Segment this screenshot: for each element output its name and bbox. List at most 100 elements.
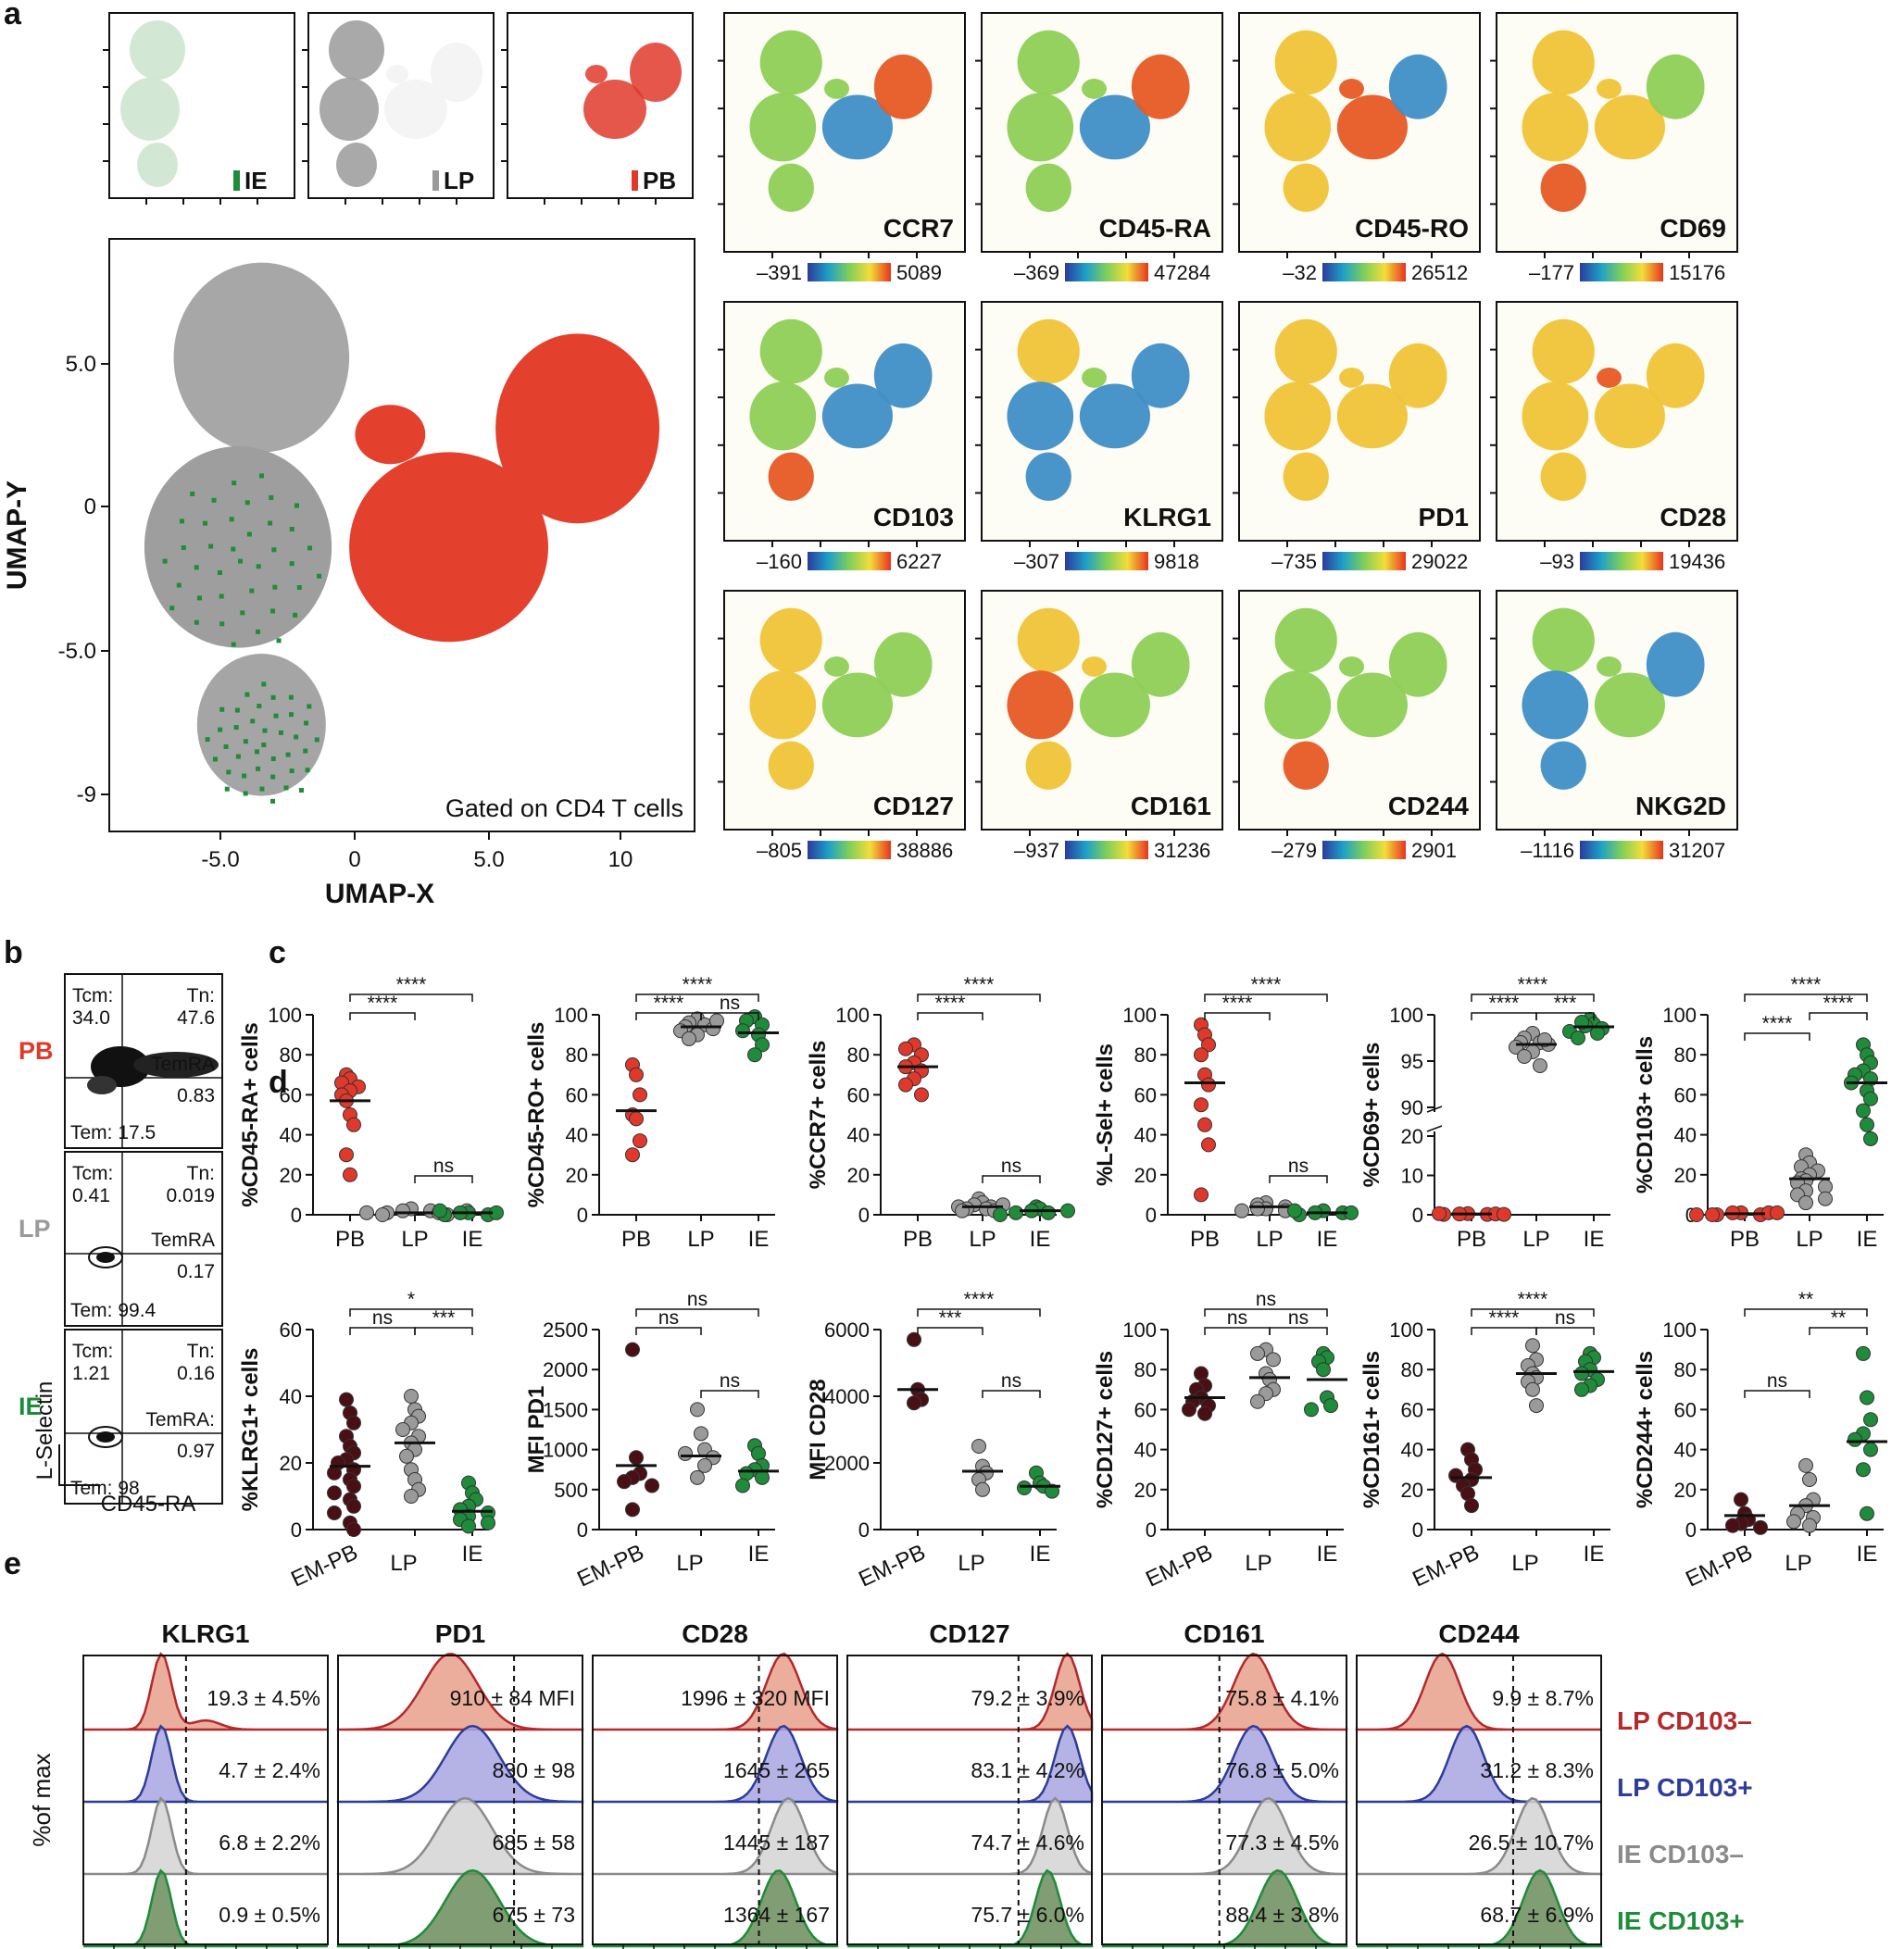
histogram-value: 19.3 ± 4.5%	[207, 1686, 320, 1710]
x-tick-label: PB	[1457, 1227, 1486, 1252]
data-point	[375, 1207, 390, 1222]
legend-entry: LP CD103–	[1617, 1706, 1752, 1735]
ie-cell-dot	[258, 473, 264, 479]
ie-cell-dot	[304, 720, 309, 726]
x-tick-label: LP	[401, 1227, 428, 1252]
y-axis-label: %CD127+ cells	[1093, 1351, 1118, 1508]
data-point	[1041, 1205, 1056, 1220]
ie-cell-dot	[238, 558, 244, 564]
y-tick-label: 4000	[824, 1385, 870, 1408]
ie-cell-dot	[270, 756, 276, 762]
x-tick-label: LP	[1511, 1551, 1538, 1576]
significance-label: ns	[1227, 1307, 1247, 1329]
x-tick-label: LP	[969, 1227, 996, 1252]
significance-label: *	[407, 1289, 415, 1310]
y-tick-label: 1000	[543, 1439, 588, 1462]
histogram-cd161: CD161 75.8 ± 4.1% 76.8 ± 5.0% 77.3 ± 4.5% 88…	[1101, 1619, 1348, 1949]
umap-cluster	[1264, 93, 1332, 162]
x-axis-label: UMAP-X	[325, 879, 434, 909]
scale-max: 29022	[1411, 550, 1468, 573]
umap-cluster	[1594, 672, 1665, 738]
ie-cell-dot	[257, 704, 262, 709]
umap-cluster	[824, 656, 849, 677]
b-x-label: CD45-RA	[101, 1492, 196, 1517]
small-umap-frame	[507, 12, 694, 199]
gating-plot-PB: Tcm:34.0 Tn:47.6 TemRA 0.83 Tem: 17.5 PB	[19, 973, 223, 1149]
x-tick-label: EM-PB	[1142, 1540, 1216, 1593]
heatmap-marker-label: CD103	[873, 503, 954, 531]
data-point	[343, 1167, 357, 1182]
data-point	[399, 1448, 414, 1464]
scale-min: –937	[1014, 839, 1059, 862]
temra-value: 0.17	[177, 1261, 215, 1282]
ie-cell-dot	[268, 520, 273, 526]
significance-label: ns	[687, 1289, 708, 1310]
heatmap-frame	[1496, 590, 1738, 831]
ie-cell-dot	[219, 593, 224, 599]
umap-cluster	[173, 262, 350, 453]
dotplot-c-0: 0 20 40 60 80 100 PB LP IE %CD45-RA+ cells *******…	[238, 974, 504, 1252]
x-tick-label: LP	[687, 1227, 714, 1252]
histogram-value: 75.7 ± 6.0%	[971, 1903, 1084, 1927]
ie-cell-dot	[270, 798, 276, 804]
histogram-value: 685 ± 58	[493, 1830, 575, 1855]
significance-label: ns	[433, 1156, 454, 1177]
heatmap-marker-label: CD28	[1660, 503, 1726, 531]
data-point	[1287, 1203, 1302, 1218]
histogram-value: 9.9 ± 8.7%	[1492, 1686, 1594, 1710]
umap-cluster	[1540, 741, 1586, 790]
umap-cluster	[1131, 343, 1190, 408]
umap-cluster	[1079, 383, 1150, 449]
data-point	[346, 1415, 361, 1431]
y-tick-label: 100	[835, 1004, 870, 1027]
data-point	[1574, 1366, 1589, 1381]
x-tick-label: IE	[1317, 1542, 1338, 1567]
data-point	[1689, 1207, 1704, 1222]
y-tick-label: 2000	[543, 1358, 588, 1381]
histogram-value: 77.3 ± 4.5%	[1225, 1830, 1339, 1855]
data-point	[1525, 1381, 1540, 1397]
scale-min: –93	[1540, 550, 1574, 573]
x-tick-label: 0	[348, 847, 360, 872]
color-scale-bar	[1322, 263, 1406, 281]
umap-cluster	[1025, 452, 1071, 501]
data-point	[432, 1203, 447, 1218]
umap-cluster	[1274, 319, 1337, 384]
significance-label: ***	[432, 1307, 456, 1329]
ie-cell-dot	[303, 748, 308, 754]
gating-frame	[64, 973, 223, 1149]
temra-label: TemRA	[151, 1054, 215, 1075]
data-point	[633, 1133, 647, 1149]
density-contour	[87, 1076, 117, 1094]
data-point	[898, 1041, 913, 1056]
data-point	[690, 1402, 705, 1418]
ie-cell-dot	[176, 582, 182, 588]
significance-label: ns	[1288, 1307, 1309, 1329]
umap-cluster	[1522, 670, 1589, 740]
umap-cluster	[824, 368, 849, 388]
umap-cluster	[873, 631, 933, 697]
significance-bracket	[917, 1012, 983, 1020]
data-point	[1250, 1345, 1265, 1361]
color-scale-bar	[1065, 263, 1148, 281]
significance-bracket	[414, 1327, 473, 1335]
umap-cluster	[495, 333, 660, 524]
y-axis-label: UMAP-Y	[2, 481, 32, 590]
ie-cell-dot	[224, 786, 230, 792]
heatmap-klrg1: KLRG1 –307 9818	[975, 301, 1223, 573]
ie-cell-dot	[249, 588, 255, 593]
ie-cell-dot	[259, 786, 265, 792]
ie-cell-dot	[261, 743, 267, 747]
umap-cluster	[1540, 163, 1586, 212]
ie-cell-dot	[223, 743, 229, 749]
umap-cluster	[137, 143, 178, 187]
ie-cell-dot	[270, 608, 276, 614]
umap-cluster	[1017, 319, 1080, 384]
y-tick-label: 100	[554, 1004, 588, 1027]
umap-cluster	[873, 343, 933, 408]
significance-bracket	[1744, 1308, 1868, 1317]
significance-bracket	[982, 1390, 1041, 1398]
y-tick-label: -5.0	[58, 639, 96, 664]
y-tick-label: 60	[1401, 1398, 1423, 1421]
